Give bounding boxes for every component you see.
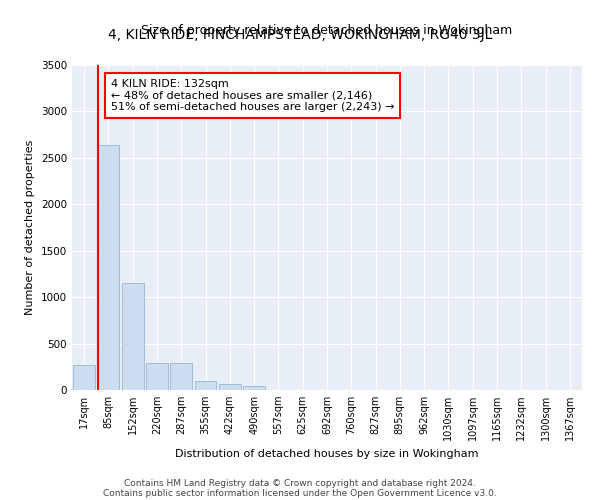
Text: Contains public sector information licensed under the Open Government Licence v3: Contains public sector information licen…	[103, 488, 497, 498]
Bar	[243, 386, 265, 390]
Bar	[97, 145, 119, 390]
Title: Size of property relative to detached houses in Wokingham: Size of property relative to detached ho…	[142, 24, 512, 38]
Bar	[194, 380, 217, 390]
Text: 4, KILN RIDE, FINCHAMPSTEAD, WOKINGHAM, RG40 3JL: 4, KILN RIDE, FINCHAMPSTEAD, WOKINGHAM, …	[108, 28, 492, 42]
Bar	[122, 283, 143, 390]
Bar	[219, 384, 241, 390]
Bar	[146, 363, 168, 390]
Bar	[170, 363, 192, 390]
Text: Contains HM Land Registry data © Crown copyright and database right 2024.: Contains HM Land Registry data © Crown c…	[124, 478, 476, 488]
X-axis label: Distribution of detached houses by size in Wokingham: Distribution of detached houses by size …	[175, 448, 479, 458]
Bar	[73, 365, 95, 390]
Text: 4 KILN RIDE: 132sqm
← 48% of detached houses are smaller (2,146)
51% of semi-det: 4 KILN RIDE: 132sqm ← 48% of detached ho…	[111, 79, 394, 112]
Y-axis label: Number of detached properties: Number of detached properties	[25, 140, 35, 315]
